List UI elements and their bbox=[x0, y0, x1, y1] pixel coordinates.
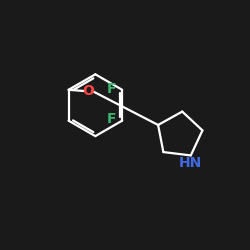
Text: F: F bbox=[107, 82, 117, 96]
Text: HN: HN bbox=[179, 156, 203, 170]
Text: F: F bbox=[107, 112, 117, 126]
Text: O: O bbox=[82, 84, 94, 98]
